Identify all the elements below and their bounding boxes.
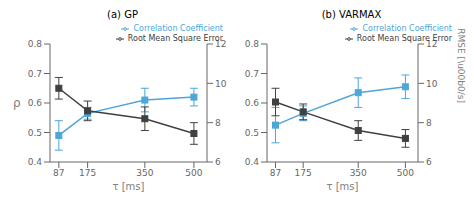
svg-text:τ [ms]: τ [ms] — [113, 181, 145, 192]
svg-text:τ [ms]: τ [ms] — [327, 181, 359, 192]
svg-text:350: 350 — [136, 168, 153, 178]
svg-text:ρ: ρ — [13, 96, 21, 110]
svg-text:0.5: 0.5 — [245, 128, 259, 138]
svg-text:0.8: 0.8 — [245, 39, 260, 49]
svg-text:12: 12 — [426, 39, 437, 49]
svg-text:10: 10 — [215, 79, 227, 89]
svg-text:0.6: 0.6 — [28, 98, 43, 108]
svg-text:350: 350 — [350, 168, 367, 178]
svg-text:87: 87 — [53, 168, 64, 178]
svg-text:175: 175 — [295, 168, 312, 178]
svg-text:0.7: 0.7 — [245, 69, 259, 79]
svg-text:0.7: 0.7 — [28, 69, 42, 79]
svg-text:RMSE [\u00b0/s]: RMSE [\u00b0/s] — [456, 28, 466, 103]
svg-text:8: 8 — [215, 118, 221, 128]
svg-text:175: 175 — [79, 168, 96, 178]
svg-text:10: 10 — [426, 79, 438, 89]
svg-text:6: 6 — [426, 157, 432, 167]
svg-text:0.4: 0.4 — [28, 157, 43, 167]
svg-text:0.6: 0.6 — [245, 98, 260, 108]
svg-text:12: 12 — [215, 39, 226, 49]
svg-text:500: 500 — [397, 168, 414, 178]
svg-text:0.4: 0.4 — [245, 157, 260, 167]
svg-text:8: 8 — [426, 118, 432, 128]
svg-text:0.8: 0.8 — [28, 39, 43, 49]
svg-text:0.5: 0.5 — [28, 128, 42, 138]
svg-text:6: 6 — [215, 157, 221, 167]
svg-text:87: 87 — [270, 168, 281, 178]
svg-text:500: 500 — [185, 168, 202, 178]
